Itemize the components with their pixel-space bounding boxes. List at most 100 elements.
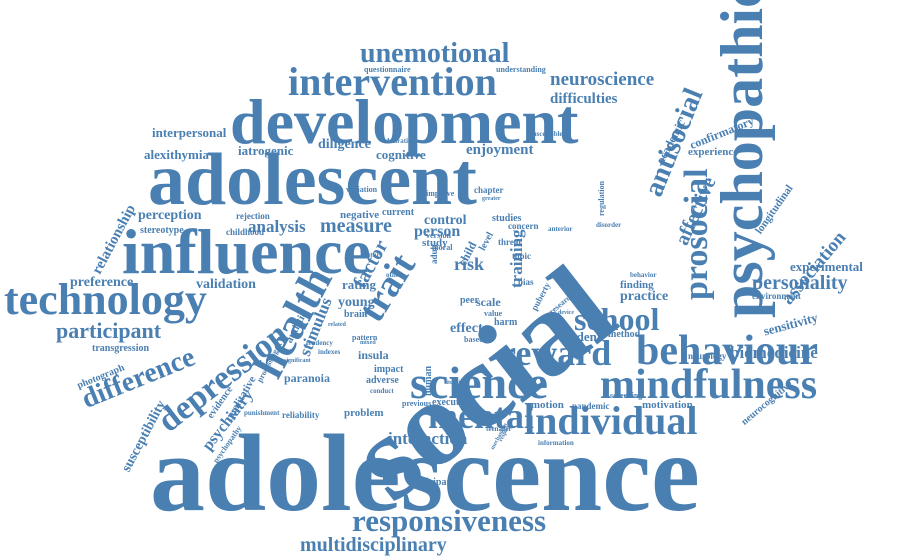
word-intervention: intervention bbox=[288, 59, 497, 104]
word-insula: insula bbox=[358, 348, 389, 362]
word-current: current bbox=[382, 207, 415, 218]
word-studies: studies bbox=[492, 213, 522, 224]
word-difficulties: difficulties bbox=[550, 91, 618, 107]
word-measure: measure bbox=[320, 215, 392, 237]
word-stereotype: stereotype bbox=[140, 225, 184, 236]
word-understanding: understanding bbox=[496, 65, 546, 74]
word-related: related bbox=[328, 322, 346, 328]
word-effect: effect bbox=[450, 321, 483, 336]
word-person: person bbox=[414, 223, 461, 240]
word-control: control bbox=[424, 213, 467, 228]
word-perception: perception bbox=[138, 208, 202, 223]
word-behavior: behavior bbox=[630, 271, 657, 279]
word-brain: brain bbox=[344, 309, 368, 320]
word-version: version bbox=[426, 231, 451, 240]
word-adult: adult bbox=[429, 243, 439, 264]
word-psychopathic: psychopathic bbox=[709, 0, 775, 318]
word-admiration: admiration bbox=[382, 137, 416, 145]
word-human: human bbox=[423, 365, 434, 396]
word-scale: scale bbox=[476, 295, 501, 309]
word-threat: threat bbox=[498, 237, 522, 247]
word-school: school bbox=[574, 301, 660, 337]
word-biomedicine: biomedicine bbox=[730, 343, 818, 362]
word-diligence: diligence bbox=[318, 137, 371, 152]
word-punishment: punishment bbox=[244, 409, 280, 417]
word-significant: significant bbox=[284, 358, 311, 364]
word-chapter: chapter bbox=[474, 185, 504, 195]
word-iatrogenic: iatrogenic bbox=[238, 143, 294, 158]
word-practice: practice bbox=[620, 289, 669, 304]
word-improve: improve bbox=[426, 189, 455, 198]
word-unemotional: unemotional bbox=[360, 38, 510, 69]
word-finding: finding bbox=[620, 279, 654, 291]
word-mixed: mixed bbox=[360, 340, 376, 346]
word-interaction: interaction bbox=[388, 429, 468, 448]
word-responsiveness: responsiveness bbox=[352, 503, 547, 538]
word-pandemic: pandemic bbox=[572, 401, 610, 411]
word-previous: previous bbox=[402, 399, 432, 408]
word-participant: participant bbox=[56, 318, 162, 343]
word-young: young bbox=[338, 295, 375, 310]
word-reliability: reliability bbox=[282, 410, 320, 420]
word-harm: harm bbox=[494, 317, 518, 328]
word-transgression: transgression bbox=[92, 343, 150, 354]
word-study: study bbox=[422, 237, 448, 249]
word-impact: impact bbox=[374, 364, 404, 375]
word-regulation: regulation bbox=[597, 181, 606, 216]
word-childhood: childhood bbox=[226, 227, 265, 237]
word-experience: experience bbox=[688, 146, 739, 158]
word-motivation: motivation bbox=[642, 399, 693, 411]
word-variation: variation bbox=[346, 185, 378, 194]
word-experimental: experimental bbox=[790, 259, 863, 274]
word-moral: moral bbox=[432, 243, 453, 252]
word-environment: environment bbox=[752, 291, 801, 301]
word-rating: rating bbox=[342, 277, 376, 292]
word-neuroscience: neuroscience bbox=[550, 69, 655, 90]
word-other: other bbox=[386, 271, 402, 279]
word-cognitive: cognitive bbox=[376, 147, 426, 162]
word-technology: technology bbox=[4, 275, 207, 324]
word-problem: problem bbox=[344, 407, 384, 419]
word-future: future bbox=[364, 251, 383, 259]
word-reward: reward bbox=[500, 333, 612, 373]
word-paranoia: paranoia bbox=[284, 371, 331, 385]
word-mindfulness: mindfulness bbox=[600, 362, 818, 408]
word-peer: peer bbox=[460, 295, 479, 306]
word-disorder: disorder bbox=[596, 221, 622, 229]
word-topic: topic bbox=[512, 251, 531, 261]
word-anterior: anterior bbox=[548, 225, 573, 233]
word-interpersonal: interpersonal bbox=[152, 125, 227, 140]
word-adverse: adverse bbox=[366, 375, 399, 386]
word-preference: preference bbox=[70, 275, 134, 290]
word-alexithymia: alexithymia bbox=[144, 147, 209, 162]
word-value: value bbox=[484, 309, 503, 318]
word-teenager: teenager bbox=[486, 425, 512, 433]
word-screening: screening bbox=[610, 391, 643, 400]
word-student: student bbox=[560, 329, 602, 344]
word-personality: personality bbox=[752, 272, 848, 294]
word-method: method bbox=[608, 329, 641, 340]
word-risk: risk bbox=[454, 254, 485, 274]
word-conduct: conduct bbox=[370, 387, 394, 395]
word-behaviour: behaviour bbox=[636, 328, 819, 374]
word-analysis: analysis bbox=[248, 217, 306, 236]
word-development: development bbox=[230, 86, 579, 157]
word-level: level bbox=[477, 230, 496, 253]
word-influence: influence bbox=[122, 216, 371, 287]
word-emotion: emotion bbox=[526, 399, 564, 411]
word-questionnaire: questionnaire bbox=[364, 65, 411, 74]
word-executive: executive bbox=[432, 397, 472, 408]
word-neurology: neurology bbox=[688, 351, 727, 361]
word-adolescence: adolescence bbox=[150, 412, 700, 534]
word-information: information bbox=[538, 439, 574, 447]
word-indexes: indexes bbox=[318, 348, 341, 356]
word-multidisciplinary: multidisciplinary bbox=[300, 534, 447, 556]
word-adolescent: adolescent bbox=[148, 139, 477, 221]
word-anticipation: anticipation bbox=[412, 477, 464, 488]
word-concern: concern bbox=[508, 221, 539, 231]
word-tendency: tendency bbox=[306, 339, 333, 347]
word-greater: greater bbox=[482, 196, 501, 202]
word-bias: bias bbox=[518, 277, 534, 287]
word-mental: mental bbox=[428, 396, 534, 436]
